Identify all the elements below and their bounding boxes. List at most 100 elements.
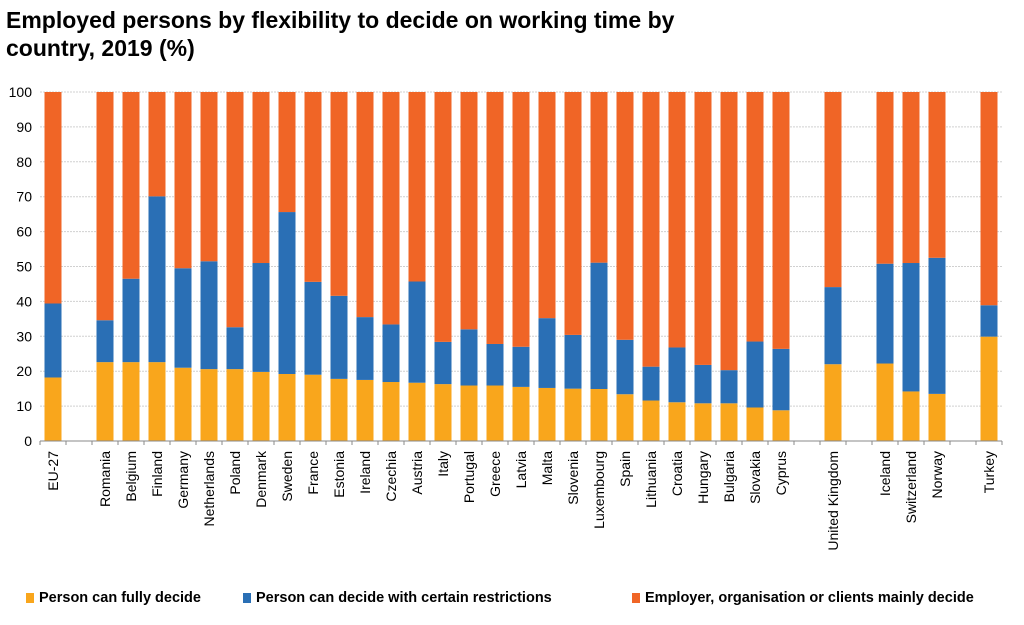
bar-segment [668, 402, 686, 441]
x-tick-label: Netherlands [201, 451, 217, 527]
bar-segment [746, 92, 764, 342]
x-tick-label: Portugal [461, 451, 477, 503]
bar-segment [304, 92, 322, 282]
x-tick-label: France [305, 451, 321, 495]
bar-segment [876, 363, 894, 441]
x-tick-label: Lithuania [643, 451, 659, 508]
bar-segment [590, 262, 608, 389]
bar-segment [512, 92, 530, 347]
bar-segment [226, 327, 244, 370]
bar-segment [200, 261, 218, 370]
bar-segment [278, 212, 296, 374]
y-tick-label: 90 [16, 119, 32, 135]
bar-segment [642, 400, 660, 441]
bar-segment [252, 92, 270, 264]
x-tick-label: Romania [97, 451, 113, 507]
bar-segment [876, 263, 894, 364]
bar-segment [616, 339, 634, 395]
y-tick-label: 60 [16, 224, 32, 240]
bar-segment [928, 92, 946, 258]
y-tick-label: 20 [16, 363, 32, 379]
bar-segment [460, 329, 478, 386]
x-tick-label: Belgium [123, 451, 139, 502]
x-tick-label: Norway [929, 451, 945, 498]
bar-segment [304, 374, 322, 441]
bar-segment [980, 336, 998, 441]
bar-segment [824, 287, 842, 365]
bar-segment [382, 324, 400, 383]
x-tick-label: Cyprus [773, 451, 789, 495]
bar-segment [980, 305, 998, 337]
bar-segment [226, 92, 244, 328]
bar-segment [928, 257, 946, 394]
bar-segment [174, 367, 192, 441]
x-tick-label: Estonia [331, 451, 347, 498]
bar-segment [434, 341, 452, 385]
bar-segment [876, 92, 894, 264]
bar-segment [408, 281, 426, 383]
legend-item-certain-restrictions: Person can decide with certain restricti… [243, 590, 552, 606]
bar-segment [772, 410, 790, 441]
y-tick-label: 80 [16, 154, 32, 170]
bar-segment [122, 278, 140, 363]
x-tick-label: Spain [617, 451, 633, 487]
x-tick-label: Ireland [357, 451, 373, 494]
stacked-bar-chart: 0 10 20 30 40 50 60 70 80 90 100 EU-27 Romania Belgi… [9, 84, 1003, 551]
bar-segment [980, 92, 998, 306]
x-tick-label: Turkey [981, 451, 997, 493]
x-tick-label: Czechia [383, 451, 399, 502]
bar-segment [590, 92, 608, 263]
bar-segment [96, 92, 114, 321]
bar-segment [512, 386, 530, 441]
legend-swatch [632, 593, 640, 603]
bar-segment [616, 394, 634, 441]
bar-segment [278, 92, 296, 213]
bar-segment [564, 388, 582, 441]
x-tick-label: Austria [409, 451, 425, 495]
bar-segment [460, 385, 478, 441]
bar-segment [720, 92, 738, 371]
legend-label: Person can decide with certain restricti… [256, 590, 552, 606]
x-tick-label: Luxembourg [591, 451, 607, 529]
y-tick-label: 30 [16, 328, 32, 344]
x-tick-label: Malta [539, 451, 555, 485]
x-tick-label: Slovenia [565, 451, 581, 505]
legend-label: Person can fully decide [39, 590, 201, 606]
y-tick-label: 70 [16, 189, 32, 205]
bar-segment [746, 407, 764, 441]
bar-segment [174, 268, 192, 368]
bar-segment [226, 369, 244, 441]
bar-segment [382, 382, 400, 441]
x-tick-label: Poland [227, 451, 243, 495]
bar-segment [356, 379, 374, 441]
bar-segment [720, 370, 738, 404]
bar-segment [460, 92, 478, 330]
bar-segment [486, 92, 504, 344]
x-tick-label: Germany [175, 451, 191, 509]
x-tick-label: Finland [149, 451, 165, 497]
legend: Person can fully decide Person can decid… [0, 590, 1024, 614]
bar-segment [902, 92, 920, 264]
bar-segment [772, 92, 790, 349]
bar-segment [590, 388, 608, 441]
x-tick-label: Slovakia [747, 451, 763, 504]
bar-segment [434, 92, 452, 342]
legend-label: Employer, organisation or clients mainly… [645, 590, 974, 606]
bar-segment [434, 384, 452, 441]
legend-swatch [243, 593, 251, 603]
bar-segment [200, 369, 218, 441]
bar-segment [538, 387, 556, 441]
bar-segment [44, 377, 62, 441]
bar-segment [252, 263, 270, 372]
x-axis [39, 440, 1003, 445]
y-tick-label: 0 [24, 433, 32, 449]
bar-segment [330, 378, 348, 441]
x-tick-label: United Kingdom [825, 451, 841, 551]
bar-segment [824, 364, 842, 441]
y-tick-label: 100 [9, 84, 33, 100]
bar-segment [44, 92, 62, 304]
bar-segment [642, 366, 660, 401]
bar-segment [928, 393, 946, 441]
x-tick-label: Italy [435, 451, 451, 477]
bar-segment [174, 92, 192, 269]
